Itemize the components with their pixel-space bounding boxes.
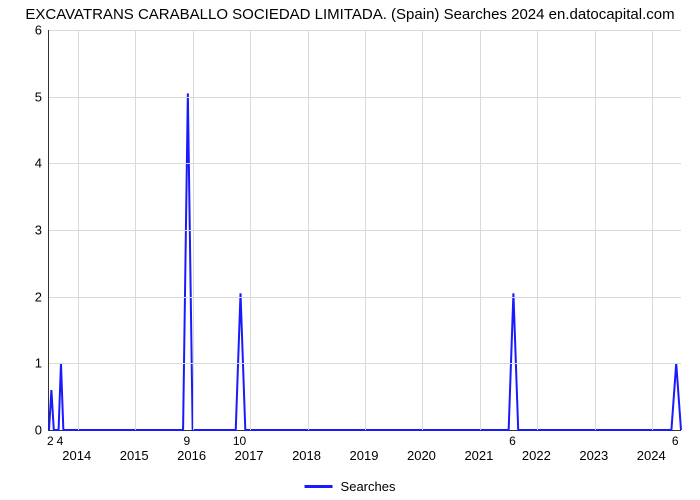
x-tick-label: 2020 — [407, 448, 436, 463]
chart-title: EXCAVATRANS CARABALLO SOCIEDAD LIMITADA.… — [0, 6, 700, 23]
grid-line-v — [480, 30, 481, 430]
x-axis-ticks: 2014201520162017201820192020202120222023… — [48, 430, 680, 450]
grid-line-v — [78, 30, 79, 430]
x-tick-label: 2016 — [177, 448, 206, 463]
legend-label: Searches — [341, 479, 396, 494]
grid-line-v — [308, 30, 309, 430]
grid-line-v — [193, 30, 194, 430]
grid-line-v — [537, 30, 538, 430]
y-axis-ticks: 0123456 — [0, 30, 48, 430]
legend-swatch — [305, 485, 333, 488]
x-tick-label: 2021 — [464, 448, 493, 463]
x-tick-label: 2015 — [120, 448, 149, 463]
grid-line-v — [422, 30, 423, 430]
plot-area — [48, 30, 681, 431]
x-tick-label: 2014 — [62, 448, 91, 463]
x-tick-label: 2023 — [579, 448, 608, 463]
legend: Searches — [305, 479, 396, 494]
grid-line-v — [250, 30, 251, 430]
y-tick-label: 6 — [35, 23, 42, 38]
grid-line-v — [595, 30, 596, 430]
y-tick-label: 2 — [35, 289, 42, 304]
y-tick-label: 4 — [35, 156, 42, 171]
y-tick-label: 0 — [35, 423, 42, 438]
x-tick-label: 2017 — [235, 448, 264, 463]
chart-container: EXCAVATRANS CARABALLO SOCIEDAD LIMITADA.… — [0, 0, 700, 500]
grid-line-v — [652, 30, 653, 430]
x-tick-label: 2018 — [292, 448, 321, 463]
grid-line-v — [365, 30, 366, 430]
y-tick-label: 3 — [35, 223, 42, 238]
y-tick-label: 5 — [35, 89, 42, 104]
y-tick-label: 1 — [35, 356, 42, 371]
x-tick-label: 2019 — [350, 448, 379, 463]
x-tick-label: 2024 — [637, 448, 666, 463]
x-tick-label: 2022 — [522, 448, 551, 463]
grid-line-v — [135, 30, 136, 430]
